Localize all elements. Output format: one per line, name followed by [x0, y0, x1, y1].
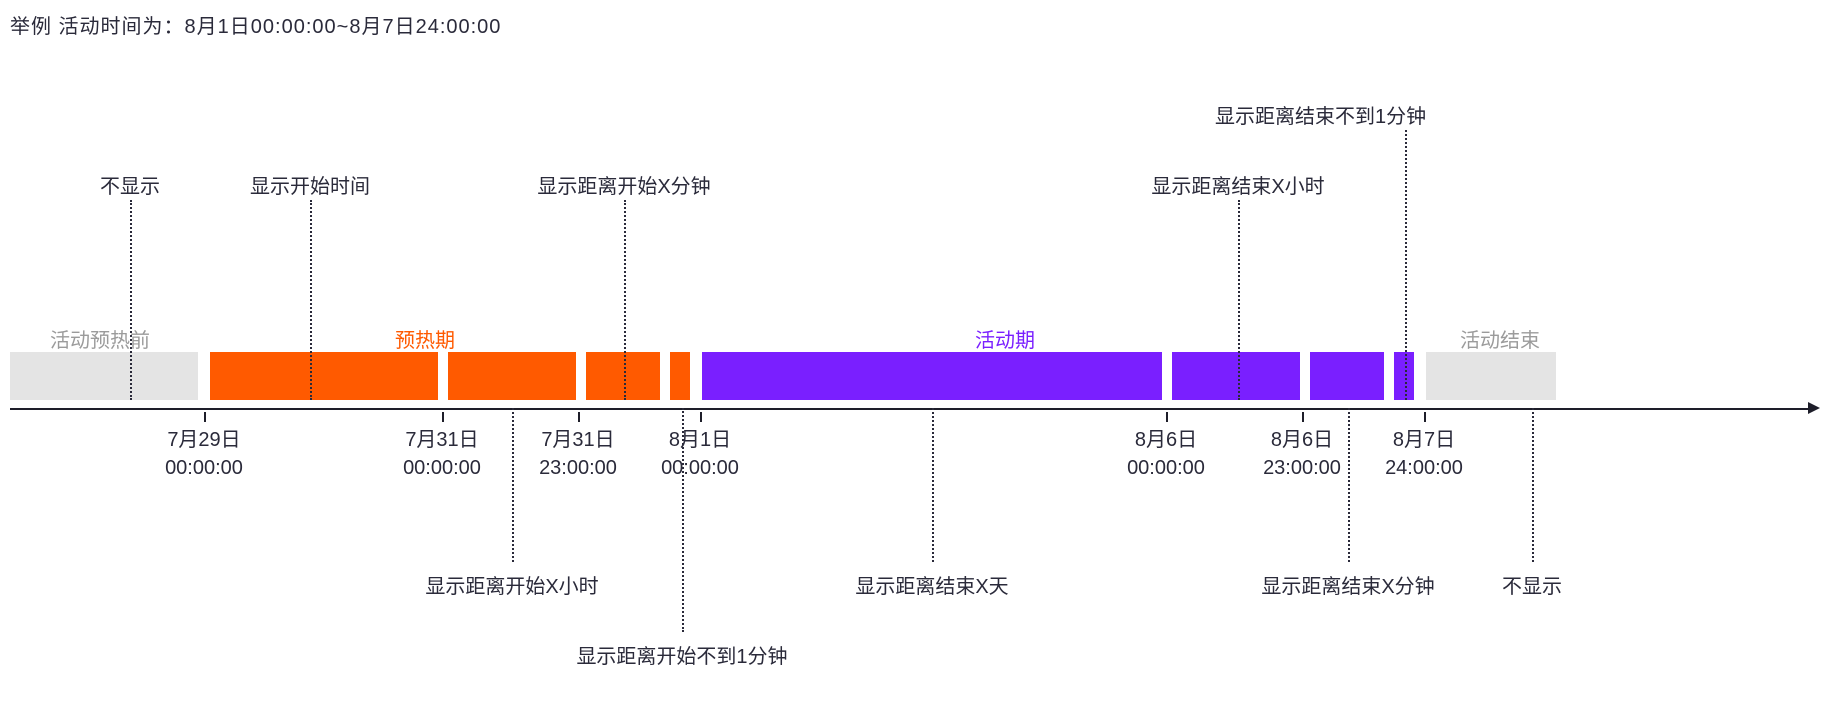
timeline-bar — [10, 352, 198, 400]
axis-tick: 8月6日00:00:00 — [1096, 426, 1236, 482]
annotation-leader — [682, 408, 684, 632]
timeline-bar — [1310, 352, 1384, 400]
timeline-bar — [702, 352, 1162, 400]
axis-tick: 8月6日23:00:00 — [1232, 426, 1372, 482]
timeline-bar — [670, 352, 690, 400]
annotation-label: 显示距离结束X小时 — [1151, 170, 1324, 199]
annotation-label: 显示距离结束X分钟 — [1261, 570, 1434, 599]
timeline-bar — [1172, 352, 1300, 400]
phase-label-pre-warmup: 活动预热前 — [50, 324, 150, 353]
annotation-leader — [1532, 408, 1534, 562]
annotation-leader — [932, 408, 934, 562]
annotation-leader — [1238, 200, 1240, 400]
timeline-bar — [448, 352, 576, 400]
timeline-axis — [10, 408, 1810, 410]
diagram-title: 举例 活动时间为：8月1日00:00:00~8月7日24:00:00 — [10, 10, 501, 39]
annotation-label: 显示距离开始X小时 — [425, 570, 598, 599]
annotation-label: 显示距离结束X天 — [855, 570, 1008, 599]
timeline-diagram: 举例 活动时间为：8月1日00:00:00~8月7日24:00:00 活动预热前… — [0, 0, 1826, 707]
annotation-label: 不显示 — [1502, 570, 1562, 599]
annotation-leader — [130, 200, 132, 400]
timeline-bar — [210, 352, 438, 400]
annotation-leader — [512, 408, 514, 562]
axis-tick: 7月31日23:00:00 — [508, 426, 648, 482]
axis-tick: 7月31日00:00:00 — [372, 426, 512, 482]
annotation-leader — [1405, 130, 1407, 400]
phase-label-warmup: 预热期 — [395, 324, 455, 353]
annotation-label: 显示距离开始不到1分钟 — [576, 640, 787, 669]
phase-label-ended: 活动结束 — [1460, 324, 1540, 353]
axis-arrow-icon — [1808, 402, 1820, 414]
timeline-bar — [1394, 352, 1414, 400]
annotation-leader — [310, 200, 312, 400]
annotation-leader — [624, 200, 626, 400]
axis-tick: 8月7日24:00:00 — [1354, 426, 1494, 482]
timeline-bar — [1426, 352, 1556, 400]
axis-tick: 7月29日00:00:00 — [134, 426, 274, 482]
annotation-label: 显示开始时间 — [250, 170, 370, 199]
annotation-label: 显示距离开始X分钟 — [537, 170, 710, 199]
annotation-label: 显示距离结束不到1分钟 — [1215, 100, 1426, 129]
axis-tick: 8月1日00:00:00 — [630, 426, 770, 482]
phase-label-active: 活动期 — [975, 324, 1035, 353]
annotation-label: 不显示 — [100, 170, 160, 199]
timeline-bar — [586, 352, 660, 400]
annotation-leader — [1348, 408, 1350, 562]
